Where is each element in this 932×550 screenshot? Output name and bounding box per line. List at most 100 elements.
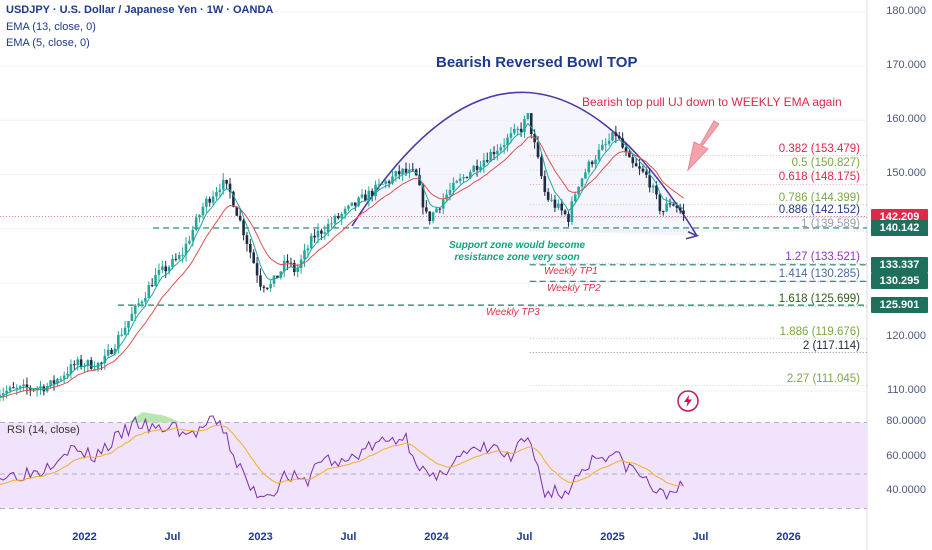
candle-body (353, 202, 357, 206)
candle-body (502, 145, 506, 148)
candle-body (337, 216, 340, 219)
candle-body (604, 143, 608, 145)
candle-body (293, 262, 296, 273)
chart-symbol-title[interactable]: USDJPY · U.S. Dollar / Japanese Yen · 1W… (6, 4, 274, 16)
rsi-overbought-fill (128, 412, 182, 423)
candle-body (49, 380, 52, 387)
candle-body (59, 378, 63, 380)
candle-body (255, 263, 259, 276)
candle-body (645, 171, 648, 175)
candle-body (364, 194, 367, 201)
fib-label: 1.414 (130.285) (778, 268, 860, 281)
rsi-panel (0, 412, 867, 509)
candle-body (282, 260, 286, 272)
rsi-ma-line (0, 424, 684, 487)
candle-body (401, 168, 404, 175)
candle-body (658, 194, 662, 211)
candle-body (343, 208, 347, 214)
candle-body (69, 364, 73, 374)
bowl-shade (352, 92, 697, 236)
candle-body (445, 194, 448, 200)
chart-title: Bearish Reversed Bowl TOP (436, 54, 638, 71)
candle-body (350, 202, 354, 206)
candle-body (665, 203, 668, 212)
candle-body (249, 243, 252, 253)
candle-body (590, 161, 594, 165)
candle-body (357, 197, 360, 206)
time-tick: 2023 (248, 531, 273, 543)
candle-body (242, 220, 245, 236)
candle-body (370, 190, 374, 196)
candle-body (184, 243, 188, 255)
candle-body (404, 168, 408, 173)
candle-body (238, 215, 242, 221)
candle-body (678, 207, 682, 211)
candle-body (384, 181, 388, 184)
candle-body (79, 359, 83, 367)
fib-label: 1 (139.589) (801, 217, 860, 230)
candle-body (150, 285, 154, 287)
candle-body (76, 359, 80, 366)
candle-body (198, 215, 201, 218)
candle-body (127, 320, 130, 328)
candle-body (259, 275, 262, 287)
candle-body (174, 258, 178, 260)
candle-body (485, 160, 489, 162)
candle-body (441, 199, 445, 209)
candle-body (22, 384, 25, 387)
fib-label: 0.886 (142.152) (778, 204, 860, 217)
candle-body (89, 360, 93, 369)
ema13-legend[interactable]: EMA (13, close, 0) (6, 21, 96, 33)
candle-body (93, 368, 96, 370)
candle-body (628, 151, 631, 158)
candle-body (340, 213, 344, 219)
rsi-tick: 60.0000 (886, 449, 926, 462)
candle-body (123, 327, 127, 335)
candle-body (469, 172, 472, 179)
candle-body (672, 204, 675, 206)
candle-body (252, 252, 256, 264)
candle-body (617, 136, 621, 139)
candle-body (594, 159, 597, 165)
ema5-legend[interactable]: EMA (5, close, 0) (6, 37, 90, 49)
time-tick: 2026 (776, 531, 801, 543)
candle-body (333, 216, 337, 224)
rsi-legend[interactable]: RSI (14, close) (7, 424, 80, 436)
candle-body (130, 313, 134, 321)
candle-body (614, 132, 618, 137)
lightning-icon[interactable] (676, 389, 700, 413)
fib-label: 0.382 (153.479) (778, 142, 860, 155)
candle-body (597, 149, 601, 160)
candle-body (154, 274, 157, 287)
price-tag: 125.901 (871, 297, 928, 314)
fib-label: 2.27 (111.045) (786, 372, 860, 385)
candle-body (408, 169, 411, 173)
candle-body (1, 393, 5, 396)
price-tag-value: 130.295 (879, 275, 920, 288)
time-tick: 2025 (600, 531, 625, 543)
time-tick: 2022 (72, 531, 97, 543)
price-tick: 110.000 (887, 384, 926, 397)
candle-body (651, 185, 655, 188)
candle-body (550, 199, 553, 201)
candle-body (475, 165, 479, 171)
candle-body (506, 137, 509, 146)
candle-body (15, 387, 19, 389)
candle-body (269, 283, 272, 289)
support-lines-layer (117, 227, 867, 306)
bowl-arrowhead (685, 231, 700, 240)
time-tick: Jul (692, 531, 709, 543)
price-tag-value: 142.209 (879, 210, 920, 223)
fib-label: 1.27 (133.521) (785, 250, 860, 263)
candle-body (347, 205, 350, 209)
candle-body (106, 349, 110, 356)
candle-body (540, 157, 543, 177)
candle-body (448, 190, 452, 195)
candle-body (360, 194, 364, 198)
candle-body (641, 168, 645, 172)
candle-body (326, 223, 330, 233)
candle-body (472, 165, 476, 173)
candle-body (367, 190, 371, 201)
candle-body (479, 166, 482, 171)
candle-body (563, 210, 567, 214)
